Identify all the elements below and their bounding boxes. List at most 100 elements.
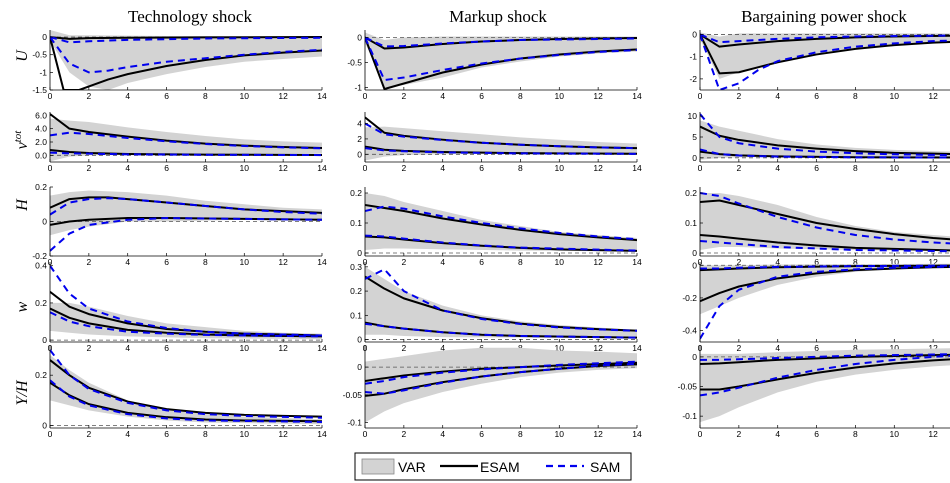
panel-vtot-technology-var-band — [50, 118, 322, 162]
panel-w-technology-xtick-label-6: 6 — [164, 343, 169, 353]
panel-h-technology-sam-line-2 — [50, 217, 322, 252]
row-label-h: H — [14, 198, 31, 212]
panel-yh-markup-ytick-label-1: -0.05 — [343, 390, 363, 400]
panel-yh-bargaining-xtick-label-0: 0 — [698, 429, 703, 439]
panel-vtot-bargaining-var-band — [700, 120, 950, 160]
panel-vtot-markup-ytick-label-1: 2 — [357, 134, 362, 144]
panel-yh-bargaining-var-band — [700, 348, 950, 423]
panel-w-bargaining-xtick-label-12: 12 — [928, 343, 938, 353]
panel-u-markup-xtick-label-4: 4 — [440, 91, 445, 101]
panel-vtot-technology-sam-line-2 — [50, 151, 322, 157]
panel-w-technology-xtick-label-14: 14 — [317, 343, 327, 353]
panel-h-technology-xtick-label-12: 12 — [278, 257, 288, 267]
panel-u-technology-var-band — [50, 30, 322, 90]
panel-vtot-technology-xtick-label-14: 14 — [317, 163, 327, 173]
panel-w-technology-sam-line-1 — [50, 265, 322, 337]
panel-vtot-markup-xtick-label-8: 8 — [518, 163, 523, 173]
panel-vtot-bargaining-sam-line-1 — [700, 113, 950, 157]
panel-yh-technology-sam-line-1 — [50, 349, 322, 419]
panel-u-technology-esam-line-2 — [50, 36, 322, 40]
legend-label-sam: SAM — [590, 459, 620, 475]
panel-u-bargaining-var-band — [700, 32, 950, 79]
panel-vtot-bargaining-xtick-label-6: 6 — [814, 163, 819, 173]
panel-vtot-bargaining-xtick-label-2: 2 — [736, 163, 741, 173]
row-label-vtot-sup: tot — [12, 130, 24, 143]
panel-yh-bargaining-xtick-label-10: 10 — [890, 429, 900, 439]
panel-vtot-bargaining-xtick-label-4: 4 — [775, 163, 780, 173]
panel-vtot-markup-xtick-label-2: 2 — [401, 163, 406, 173]
row-label-u: U — [14, 49, 31, 62]
panel-w-markup-xtick-label-2: 2 — [401, 343, 406, 353]
panel-u-bargaining-xtick-label-4: 4 — [775, 91, 780, 101]
panel-w-markup-sam-line-2 — [365, 322, 637, 339]
row-label-vtot-main: v — [14, 141, 31, 149]
panel-h-bargaining-ytick-label-0: 0.2 — [685, 188, 697, 198]
panel-w-markup-xtick-label-14: 14 — [632, 343, 642, 353]
panel-w-markup-ytick-label-0: 0.3 — [350, 262, 362, 272]
panel-u-technology-xtick-label-6: 6 — [164, 91, 169, 101]
panel-u-technology-sam-line-2 — [50, 36, 322, 44]
panel-vtot-bargaining-sam-line-2 — [700, 148, 950, 159]
panel-vtot-markup-xtick-label-4: 4 — [440, 163, 445, 173]
panel-u-technology-esam-line-1 — [50, 36, 322, 90]
panel-yh-markup-xtick-label-12: 12 — [593, 429, 603, 439]
row-label-w: w — [14, 301, 31, 312]
panel-w-technology-xtick-label-2: 2 — [86, 343, 91, 353]
panel-w-markup-xtick-label-12: 12 — [593, 343, 603, 353]
panel-u-technology-ytick-label-1: -0.5 — [32, 50, 47, 60]
panel-yh-technology-xtick-label-4: 4 — [125, 429, 130, 439]
panel-u-bargaining-ytick-label-0: 0 — [692, 29, 697, 39]
column-title-technology: Technology shock — [128, 7, 252, 26]
panel-vtot-bargaining-ytick-label-1: 5 — [692, 132, 697, 142]
panel-yh-bargaining-ytick-label-2: -0.1 — [682, 411, 697, 421]
panel-vtot-markup-xtick-label-0: 0 — [363, 163, 368, 173]
panel-yh-technology-ytick-label-0: 0.2 — [35, 370, 47, 380]
panel-w-technology-xtick-label-10: 10 — [240, 343, 250, 353]
panel-h-markup-var-band — [365, 193, 637, 252]
panel-yh-technology-var-band — [50, 355, 322, 425]
panel-u-bargaining-xtick-label-10: 10 — [890, 91, 900, 101]
panel-u-technology-xtick-label-8: 8 — [203, 91, 208, 101]
panel-w-markup-ytick-label-1: 0.2 — [350, 286, 362, 296]
panel-w-markup-xtick-label-4: 4 — [440, 343, 445, 353]
panel-vtot-markup-ytick-label-2: 4 — [357, 119, 362, 129]
panel-u-bargaining-sam-line-2 — [700, 33, 950, 44]
panel-vtot-markup-xtick-label-6: 6 — [479, 163, 484, 173]
panel-yh-bargaining-sam-line-1 — [700, 354, 950, 397]
legend-label-esam: ESAM — [480, 459, 520, 475]
panel-vtot-technology-ytick-label-3: 6.0 — [35, 110, 47, 120]
panel-yh-markup-xtick-label-0: 0 — [363, 429, 368, 439]
panel-yh-bargaining-xtick-label-6: 6 — [814, 429, 819, 439]
panel-u-technology-xtick-label-10: 10 — [240, 91, 250, 101]
panel-h-technology-xtick-label-14: 14 — [317, 257, 327, 267]
panel-u-technology-xtick-label-2: 2 — [86, 91, 91, 101]
panel-w-markup-xtick-label-10: 10 — [555, 343, 565, 353]
panel-u-technology-xtick-label-4: 4 — [125, 91, 130, 101]
panel-h-bargaining-esam-line-2 — [700, 234, 950, 252]
panel-vtot-markup-xtick-label-12: 12 — [593, 163, 603, 173]
panel-yh-markup-sam-line-2 — [365, 360, 637, 385]
legend-swatch-var — [361, 458, 395, 475]
panel-yh-technology-xtick-label-0: 0 — [48, 429, 53, 439]
panel-h-bargaining-sam-line-1 — [700, 192, 950, 245]
panel-vtot-technology-ytick-label-0: 0.0 — [35, 150, 47, 160]
panel-w-technology-xtick-label-4: 4 — [125, 343, 130, 353]
panel-u-markup-xtick-label-2: 2 — [401, 91, 406, 101]
panel-w-bargaining-xtick-label-6: 6 — [814, 343, 819, 353]
panel-vtot-markup-ytick-label-0: 0 — [357, 149, 362, 159]
panel-vtot-markup-esam-line-1 — [365, 116, 637, 150]
panel-h-technology-xtick-label-8: 8 — [203, 257, 208, 267]
panel-w-markup-sam-line-1 — [365, 268, 637, 332]
panel-u-markup: 0 2 4 6 8 10 12 14 0 -0.5 -1 — [347, 30, 642, 101]
panel-yh-bargaining-xtick-label-2: 2 — [736, 429, 741, 439]
panel-u-technology-xtick-label-12: 12 — [278, 91, 288, 101]
panel-vtot-technology: 0 2 4 6 8 10 12 14 0.0 2.0 4.0 6.0 — [35, 110, 327, 173]
panel-vtot-bargaining-xtick-label-0: 0 — [698, 163, 703, 173]
panel-w-markup-var-band — [365, 266, 637, 339]
panel-u-bargaining-xtick-label-6: 6 — [814, 91, 819, 101]
panel-yh-bargaining-xtick-label-8: 8 — [853, 429, 858, 439]
